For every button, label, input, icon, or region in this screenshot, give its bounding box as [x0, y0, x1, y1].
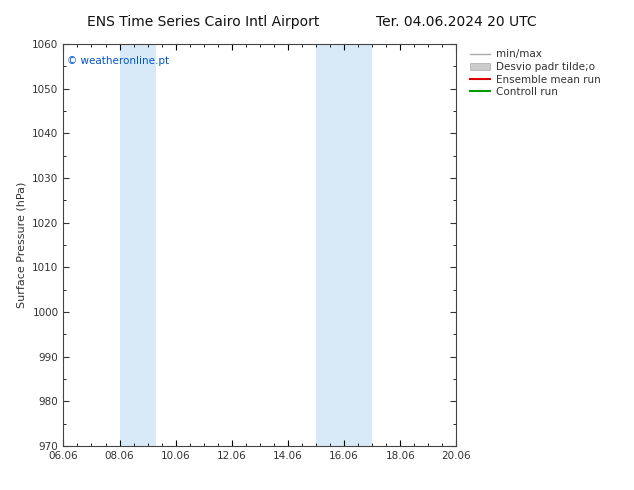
Text: Ter. 04.06.2024 20 UTC: Ter. 04.06.2024 20 UTC: [376, 15, 537, 29]
Text: © weatheronline.pt: © weatheronline.pt: [67, 56, 169, 66]
Legend: min/max, Desvio padr tilde;o, Ensemble mean run, Controll run: min/max, Desvio padr tilde;o, Ensemble m…: [470, 49, 600, 97]
Y-axis label: Surface Pressure (hPa): Surface Pressure (hPa): [16, 182, 27, 308]
Bar: [120, 44, 156, 446]
Text: ENS Time Series Cairo Intl Airport: ENS Time Series Cairo Intl Airport: [87, 15, 319, 29]
Bar: [316, 44, 372, 446]
